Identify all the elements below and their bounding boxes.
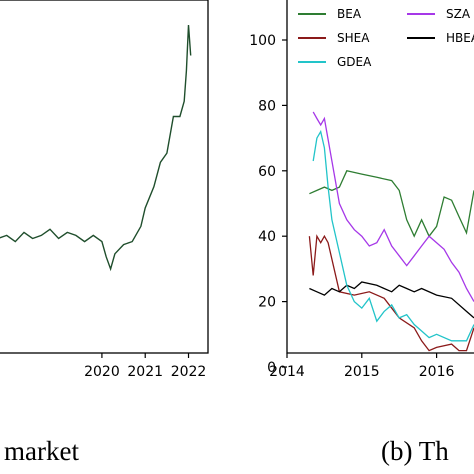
- right-caption: (b) Th: [381, 436, 449, 466]
- right-x-tick-label: 2015: [344, 364, 380, 380]
- right-y-tick-label: 40: [258, 229, 276, 245]
- right-panel: 2014 2015 2016 0 20 40 60 80 100 BEA SZA SHEA HBEA…: [249, 0, 474, 466]
- right-plot-frame: [286, 0, 474, 354]
- left-x-tick-label: 2021: [127, 364, 163, 380]
- series-line-shea: [308, 234, 474, 352]
- left-x-tick-label: 2020: [84, 364, 120, 380]
- right-y-tick-label: 0: [267, 360, 276, 376]
- legend-label-gdea: GDEA: [337, 55, 372, 69]
- right-y-ticks: 0 20 40 60 80 100: [249, 33, 287, 376]
- series-line-bea: [309, 170, 474, 238]
- left-caption: market: [4, 436, 79, 466]
- right-y-tick-label: 60: [258, 164, 276, 180]
- right-y-tick-label: 100: [249, 33, 276, 49]
- series-line-sza: [312, 111, 474, 302]
- right-series-lines: [308, 111, 474, 352]
- legend-label-shea: SHEA: [337, 31, 370, 45]
- right-y-tick-label: 20: [258, 295, 276, 311]
- right-x-tick-label: 2016: [419, 364, 455, 380]
- series-line-gdea: [312, 129, 474, 342]
- series-line-hbea: [309, 281, 474, 319]
- left-x-tick-label: 2022: [171, 364, 207, 380]
- left-series-line: [0, 24, 192, 272]
- left-plot-frame: [0, 0, 209, 354]
- legend-label-hbea: HBEA: [446, 31, 474, 45]
- right-x-tick-label: 2014: [269, 364, 305, 380]
- left-x-ticks: 2020 2021 2022: [84, 353, 206, 380]
- legend: BEA SZA SHEA HBEA GDEA: [298, 7, 474, 69]
- left-panel: 2020 2021 2022 market: [0, 0, 209, 466]
- right-y-tick-label: 80: [258, 98, 276, 114]
- right-x-ticks: 2014 2015 2016: [269, 353, 455, 380]
- legend-label-sza: SZA: [446, 7, 471, 21]
- legend-label-bea: BEA: [337, 7, 362, 21]
